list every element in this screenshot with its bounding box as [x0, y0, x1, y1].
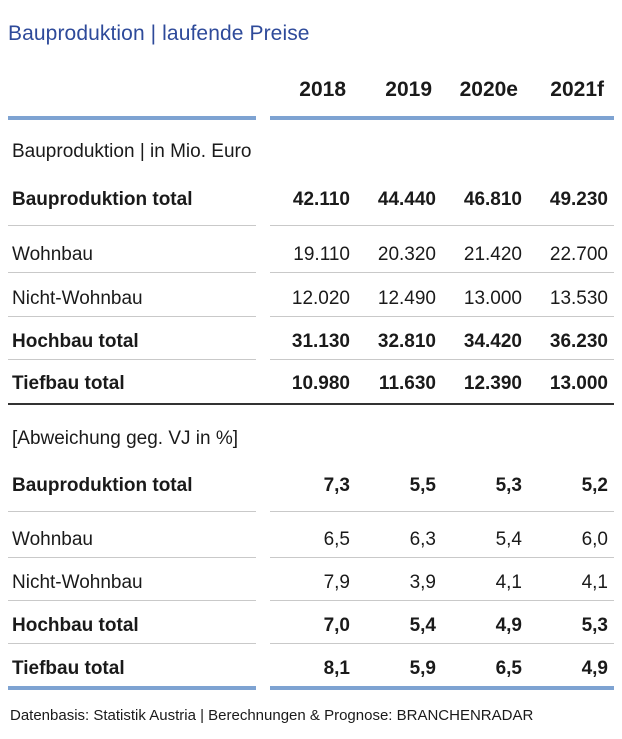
value-cell: 6,5 [495, 658, 522, 679]
row-separator [270, 557, 614, 558]
table-row: Nicht-Wohnbau 7,9 3,9 4,1 4,1 [0, 568, 622, 598]
value-cell: 5,2 [581, 475, 608, 496]
row-separator [8, 643, 256, 644]
table-row: Tiefbau total 8,1 5,9 6,5 4,9 [0, 654, 622, 684]
value-cell: 6,3 [409, 529, 436, 550]
row-separator [270, 272, 614, 273]
value-cell: 36.230 [549, 331, 608, 352]
source-note: Datenbasis: Statistik Austria | Berechnu… [10, 707, 534, 724]
value-cell: 3,9 [409, 572, 436, 593]
row-separator [8, 557, 256, 558]
value-cell: 4,9 [581, 658, 608, 679]
value-cell: 4,1 [581, 572, 608, 593]
value-cell: 34.420 [463, 331, 522, 352]
value-cell: 7,0 [323, 615, 350, 636]
header-rule-right [270, 116, 614, 120]
value-cell: 13.000 [549, 373, 608, 394]
footer-rule-left [8, 686, 256, 690]
row-separator [270, 511, 614, 512]
row-separator [8, 272, 256, 273]
value-cell: 44.440 [377, 189, 436, 210]
value-cell: 10.980 [291, 373, 350, 394]
value-cell: 19.110 [293, 244, 350, 265]
header-rule-left [8, 116, 256, 120]
row-separator [270, 225, 614, 226]
value-cell: 20.320 [377, 244, 436, 265]
value-cell: 13.000 [463, 288, 522, 309]
value-cell: 46.810 [463, 189, 522, 210]
section-divider [8, 403, 614, 405]
row-separator [8, 316, 256, 317]
value-cell: 6,0 [581, 529, 608, 550]
row-label: Nicht-Wohnbau [12, 288, 143, 309]
row-label: Tiefbau total [12, 658, 125, 679]
value-cell: 5,4 [409, 615, 436, 636]
row-label: Hochbau total [12, 615, 139, 636]
value-cell: 5,4 [495, 529, 522, 550]
row-label: Hochbau total [12, 331, 139, 352]
column-header-2018: 2018 [299, 78, 346, 101]
table-row: Hochbau total 31.130 32.810 34.420 36.230 [0, 327, 622, 357]
value-cell: 32.810 [377, 331, 436, 352]
value-cell: 12.490 [377, 288, 436, 309]
value-cell: 5,3 [495, 475, 522, 496]
value-cell: 7,9 [323, 572, 350, 593]
table-row: Wohnbau 19.110 20.320 21.420 22.700 [0, 240, 622, 270]
row-label: Wohnbau [12, 529, 93, 550]
value-cell: 7,3 [323, 475, 350, 496]
value-cell: 5,3 [581, 615, 608, 636]
row-separator [8, 359, 256, 360]
value-cell: 8,1 [323, 658, 350, 679]
row-separator [8, 511, 256, 512]
table-row: Tiefbau total 10.980 11.630 12.390 13.000 [0, 369, 622, 399]
row-label: Bauproduktion total [12, 475, 193, 496]
row-separator [8, 600, 256, 601]
section-title-mio-euro: Bauproduktion | in Mio. Euro [12, 141, 252, 162]
row-separator [270, 359, 614, 360]
column-header-2019: 2019 [385, 78, 432, 101]
value-cell: 6,5 [323, 529, 350, 550]
value-cell: 5,9 [409, 658, 436, 679]
footer-rule-right [270, 686, 614, 690]
column-header-2021f: 2021f [550, 78, 604, 101]
row-separator [270, 643, 614, 644]
value-cell: 4,9 [495, 615, 522, 636]
value-cell: 12.390 [463, 373, 522, 394]
table-row: Nicht-Wohnbau 12.020 12.490 13.000 13.530 [0, 284, 622, 314]
column-header-2020e: 2020e [459, 78, 518, 101]
row-label: Wohnbau [12, 244, 93, 265]
row-separator [8, 225, 256, 226]
value-cell: 4,1 [495, 572, 522, 593]
row-separator [270, 600, 614, 601]
year-header-row: 2018 2019 2020e 2021f [0, 78, 622, 108]
value-cell: 12.020 [291, 288, 350, 309]
table-row: Wohnbau 6,5 6,3 5,4 6,0 [0, 525, 622, 555]
table-row: Bauproduktion total 7,3 5,5 5,3 5,2 [0, 471, 622, 501]
table-row: Hochbau total 7,0 5,4 4,9 5,3 [0, 611, 622, 641]
value-cell: 11.630 [378, 373, 436, 394]
value-cell: 5,5 [409, 475, 436, 496]
value-cell: 49.230 [549, 189, 608, 210]
value-cell: 21.420 [463, 244, 522, 265]
section-title-change-percent: [Abweichung geg. VJ in %] [12, 428, 239, 449]
row-separator [270, 316, 614, 317]
value-cell: 13.530 [549, 288, 608, 309]
value-cell: 31.130 [291, 331, 350, 352]
value-cell: 22.700 [549, 244, 608, 265]
row-label: Bauproduktion total [12, 189, 193, 210]
value-cell: 42.110 [292, 189, 350, 210]
table-title: Bauproduktion | laufende Preise [8, 22, 310, 45]
row-label: Nicht-Wohnbau [12, 572, 143, 593]
table-row: Bauproduktion total 42.110 44.440 46.810 49.… [0, 185, 622, 215]
row-label: Tiefbau total [12, 373, 125, 394]
